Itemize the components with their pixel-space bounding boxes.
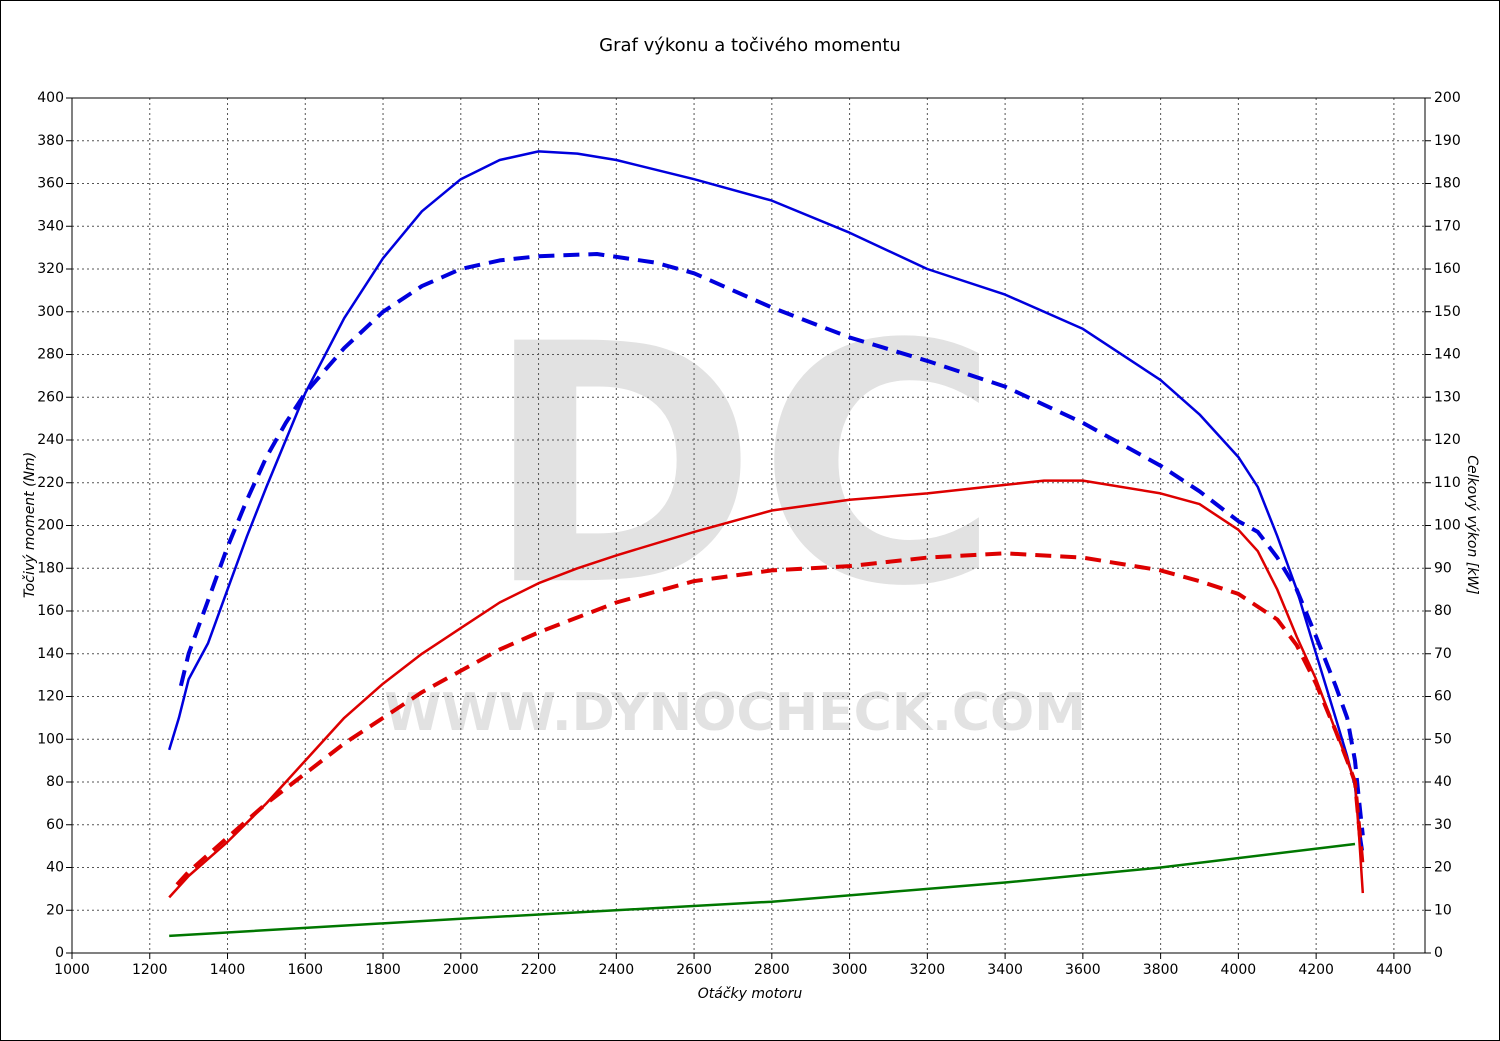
x-tick-label: 2600 bbox=[676, 962, 712, 978]
series-line bbox=[178, 252, 1365, 836]
y2-tick-label: 110 bbox=[1434, 475, 1461, 491]
y2-tick-label: 100 bbox=[1434, 518, 1461, 534]
y-tick-label: 400 bbox=[37, 90, 64, 106]
x-tick-label: 3400 bbox=[987, 962, 1023, 978]
y-tick-label: 360 bbox=[37, 176, 64, 192]
y2-tick-label: 60 bbox=[1434, 689, 1452, 705]
x-tick-label: 4400 bbox=[1376, 962, 1412, 978]
y-tick-label: 160 bbox=[37, 603, 64, 619]
y2-tick-label: 160 bbox=[1434, 261, 1461, 277]
y2-tick-label: 30 bbox=[1434, 817, 1452, 833]
x-tick-label: 3200 bbox=[910, 962, 946, 978]
y-tick-label: 140 bbox=[37, 646, 64, 662]
series-line bbox=[175, 551, 1365, 886]
x-tick-label: 2800 bbox=[754, 962, 790, 978]
y-tick-label: 280 bbox=[37, 347, 64, 363]
y2-tick-label: 10 bbox=[1434, 902, 1452, 918]
y2-tick-label: 70 bbox=[1434, 646, 1452, 662]
plot-area bbox=[71, 97, 1426, 954]
series-line bbox=[169, 842, 1356, 938]
y-tick-label: 100 bbox=[37, 731, 64, 747]
x-tick-label: 3000 bbox=[832, 962, 868, 978]
watermark-url: WWW.DYNOCHECK.COM bbox=[384, 683, 1086, 743]
y-tick-label: 40 bbox=[46, 860, 64, 876]
y-tick-label: 380 bbox=[37, 133, 64, 149]
y-tick-label: 260 bbox=[37, 389, 64, 405]
y-tick-label: 340 bbox=[37, 218, 64, 234]
x-tick-label: 3600 bbox=[1065, 962, 1101, 978]
y-tick-label: 20 bbox=[46, 902, 64, 918]
x-tick-label: 2000 bbox=[443, 962, 479, 978]
y2-tick-label: 80 bbox=[1434, 603, 1452, 619]
y2-tick-label: 130 bbox=[1434, 389, 1461, 405]
x-tick-label: 4000 bbox=[1221, 962, 1257, 978]
watermark: DC WWW.DYNOCHECK.COM bbox=[384, 274, 1086, 743]
x-tick-label: 3800 bbox=[1143, 962, 1179, 978]
y-tick-label: 120 bbox=[37, 689, 64, 705]
watermark-logo: DC bbox=[484, 274, 1000, 658]
y-axis-label: Točivý moment (Nm) bbox=[22, 452, 38, 598]
x-tick-label: 1400 bbox=[210, 962, 246, 978]
y-tick-label: 220 bbox=[37, 475, 64, 491]
chart-title: Graf výkonu a točivého momentu bbox=[599, 35, 901, 56]
y2-tick-label: 50 bbox=[1434, 731, 1452, 747]
x-tick-label: 1000 bbox=[54, 962, 90, 978]
y2-tick-label: 170 bbox=[1434, 218, 1461, 234]
x-tick-label: 4200 bbox=[1298, 962, 1334, 978]
x-tick-label: 1200 bbox=[132, 962, 168, 978]
y-tick-label: 240 bbox=[37, 432, 64, 448]
y2-tick-label: 120 bbox=[1434, 432, 1461, 448]
y2-axis-label: Celkový výkon [kW] bbox=[1464, 455, 1480, 594]
y-tick-label: 320 bbox=[37, 261, 64, 277]
series-line bbox=[168, 150, 1365, 851]
x-axis-label: Otáčky motoru bbox=[698, 986, 803, 1002]
y2-tick-label: 190 bbox=[1434, 133, 1461, 149]
series-line bbox=[168, 479, 1365, 899]
y-tick-label: 300 bbox=[37, 304, 64, 320]
y-tick-label: 200 bbox=[37, 518, 64, 534]
x-tick-label: 2400 bbox=[598, 962, 634, 978]
y2-tick-label: 20 bbox=[1434, 860, 1452, 876]
x-tick-label: 2200 bbox=[521, 962, 557, 978]
y2-tick-label: 40 bbox=[1434, 774, 1452, 790]
y2-tick-label: 90 bbox=[1434, 560, 1452, 576]
y-tick-label: 60 bbox=[46, 817, 64, 833]
y2-tick-label: 180 bbox=[1434, 176, 1461, 192]
x-tick-label: 1600 bbox=[287, 962, 323, 978]
y-tick-label: 0 bbox=[55, 945, 64, 961]
x-tick-label: 1800 bbox=[365, 962, 401, 978]
y-tick-label: 80 bbox=[46, 774, 64, 790]
y2-tick-label: 0 bbox=[1434, 945, 1443, 961]
y2-tick-label: 200 bbox=[1434, 90, 1461, 106]
y-tick-label: 180 bbox=[37, 560, 64, 576]
y2-tick-label: 150 bbox=[1434, 304, 1461, 320]
y2-tick-label: 140 bbox=[1434, 347, 1461, 363]
